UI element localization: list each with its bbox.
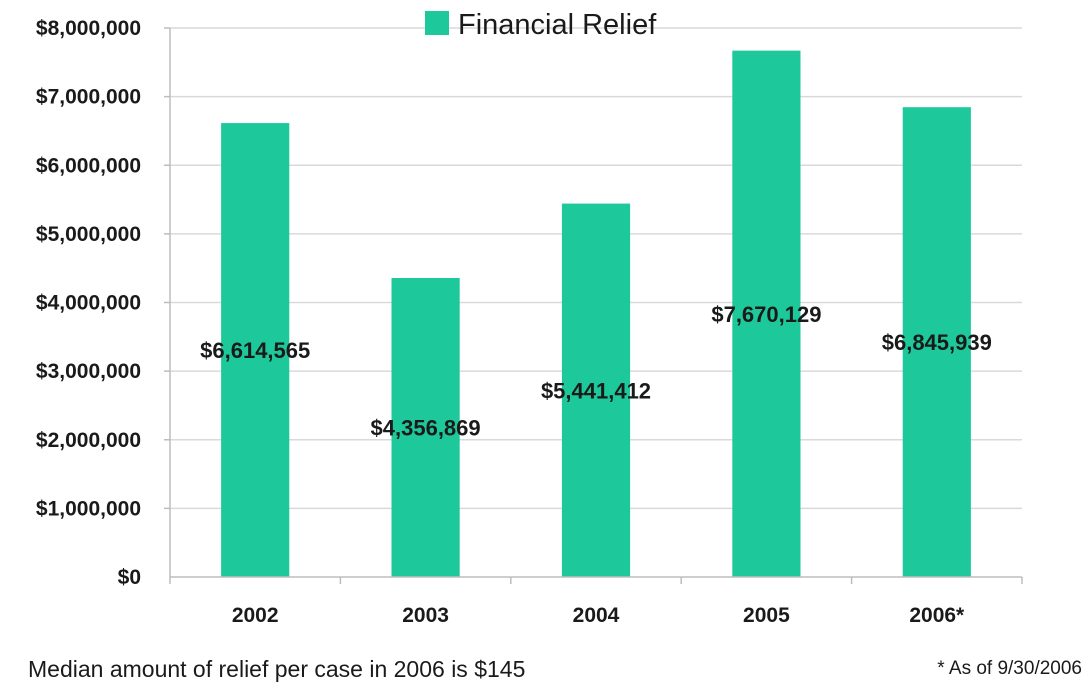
legend: Financial Relief: [425, 9, 657, 41]
data-label: $5,441,412: [541, 378, 651, 403]
x-tick-label: 2002: [232, 604, 279, 627]
bar-2005: [732, 50, 801, 578]
bar-2003: [391, 278, 460, 577]
y-tick-label: $0: [118, 566, 141, 589]
legend-label: Financial Relief: [458, 9, 657, 41]
legend-swatch: [425, 11, 449, 35]
y-tick-label: $5,000,000: [36, 223, 141, 246]
median-note: Median amount of relief per case in 2006…: [28, 656, 525, 682]
data-labels: $6,614,565 $4,356,869 $5,441,412 $7,670,129…: [200, 302, 992, 441]
y-tick-label: $2,000,000: [36, 429, 141, 452]
y-tick-label: $3,000,000: [36, 360, 141, 383]
bar-2006*: [902, 107, 971, 577]
data-label: $4,356,869: [371, 416, 481, 441]
y-tick-label: $6,000,000: [36, 154, 141, 177]
y-tick-labels: $0 $1,000,000 $2,000,000 $3,000,000 $4,000,0…: [36, 17, 141, 589]
data-label: $7,670,129: [711, 302, 821, 327]
bar-2004: [561, 203, 631, 577]
axes: [164, 27, 1023, 584]
x-tick-label: 2006*: [909, 604, 965, 627]
x-tick-labels: 2002 2003 2004 2005 2006*: [232, 604, 965, 627]
bars: [221, 50, 971, 578]
bar-2002: [221, 123, 290, 578]
y-tick-label: $7,000,000: [36, 86, 141, 109]
data-label: $6,845,939: [882, 330, 992, 355]
data-label: $6,614,565: [200, 338, 310, 363]
y-tick-label: $4,000,000: [36, 292, 141, 315]
x-tick-label: 2005: [743, 604, 790, 627]
x-tick-label: 2004: [573, 604, 620, 627]
as-of-note: * As of 9/30/2006: [937, 658, 1082, 679]
y-tick-label: $1,000,000: [36, 497, 141, 520]
x-tick-label: 2003: [402, 604, 449, 627]
y-tick-label: $8,000,000: [36, 17, 141, 40]
